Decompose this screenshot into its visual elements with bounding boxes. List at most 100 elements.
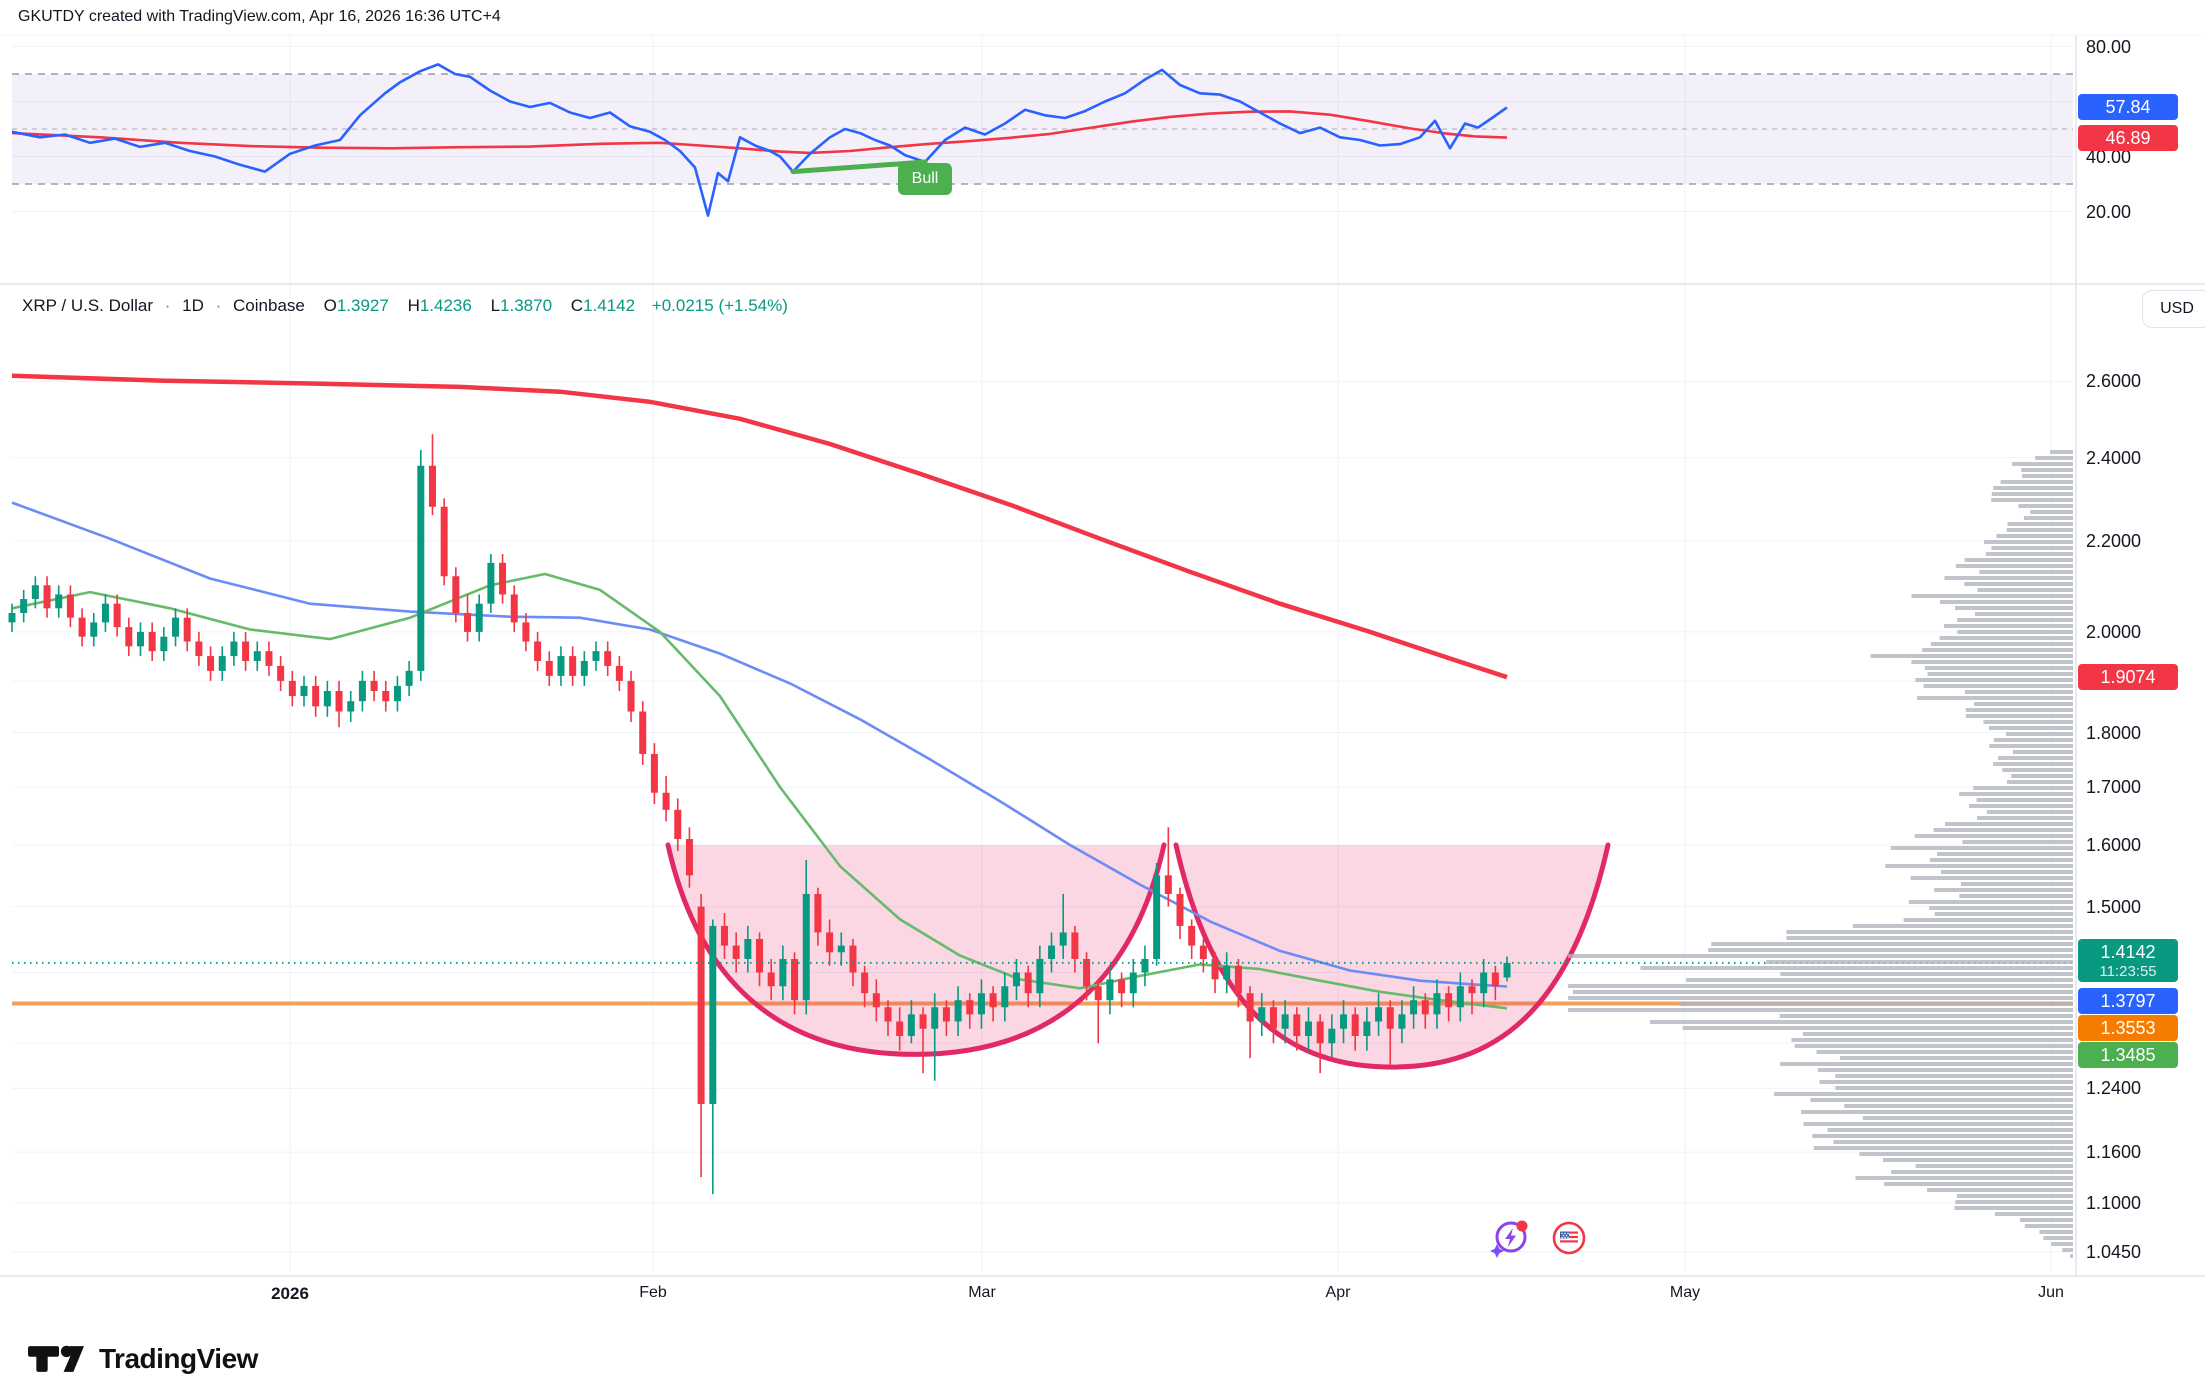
candle-body bbox=[20, 599, 28, 613]
price-value-badge[interactable]: 1.9074 bbox=[2078, 664, 2178, 691]
candle-body bbox=[942, 1007, 950, 1022]
volume-profile-bar bbox=[1903, 918, 2073, 922]
volume-profile-bar bbox=[1859, 1152, 2073, 1156]
volume-profile-bar bbox=[1774, 1092, 2073, 1096]
time-scale-label-feb[interactable]: Feb bbox=[639, 1284, 667, 1301]
candle-body bbox=[90, 622, 98, 637]
rsi-value-badge[interactable]: 57.84 bbox=[2078, 94, 2178, 121]
price-value-badge[interactable]: 1.3485 bbox=[2078, 1041, 2178, 1068]
candle-body bbox=[1223, 965, 1231, 980]
price-value-badge[interactable]: 1.3553 bbox=[2078, 1014, 2178, 1041]
candle-body bbox=[487, 562, 495, 604]
time-scale-label-jun[interactable]: Jun bbox=[2038, 1284, 2064, 1301]
volume-profile-bar bbox=[1794, 1044, 2073, 1048]
volume-profile-bar bbox=[1708, 948, 2073, 952]
candle-body bbox=[1118, 979, 1126, 994]
candle-body bbox=[1129, 972, 1137, 994]
volume-profile-bar bbox=[1988, 726, 2073, 730]
candle-body bbox=[685, 839, 693, 876]
volume-profile-bar bbox=[2006, 780, 2073, 784]
candle-body bbox=[802, 893, 810, 1001]
cup-pattern-outline[interactable] bbox=[665, 842, 1167, 1057]
candle-body bbox=[31, 585, 39, 600]
volume-profile-bar bbox=[2002, 768, 2073, 772]
candle-body bbox=[1036, 958, 1044, 994]
volume-profile-bar bbox=[1802, 1032, 2073, 1036]
volume-profile-bar bbox=[1891, 1170, 2073, 1174]
volume-profile-bar bbox=[1862, 1116, 2073, 1120]
volume-profile-bar bbox=[2024, 1224, 2073, 1228]
candle-body bbox=[288, 680, 296, 697]
open-label: O bbox=[323, 296, 337, 315]
candle-body bbox=[1293, 1014, 1301, 1036]
time-scale-label-apr[interactable]: Apr bbox=[1325, 1284, 1351, 1301]
candle-body bbox=[1199, 945, 1207, 959]
volume-profile-bar bbox=[1839, 1056, 2073, 1060]
candle-body bbox=[183, 617, 191, 642]
volume-profile-bar bbox=[2070, 1254, 2073, 1258]
volume-profile-bar bbox=[1957, 630, 2073, 634]
rsi-value-badge[interactable]: 46.89 bbox=[2078, 124, 2178, 151]
volume-profile-bar bbox=[1640, 966, 2073, 970]
price-value-badge[interactable]: 1.4142 11:23:55 bbox=[2078, 938, 2178, 982]
brand-wordmark: TradingView bbox=[99, 1343, 258, 1374]
volume-profile-bar bbox=[1572, 990, 2073, 994]
volume-profile-bar bbox=[1986, 810, 2073, 814]
candle-body bbox=[1445, 993, 1453, 1008]
symbol-interval[interactable]: 1D bbox=[182, 296, 204, 315]
bull-divergence-badge[interactable]: Bull bbox=[898, 163, 952, 195]
volume-profile-bar bbox=[2018, 504, 2073, 508]
symbol-title[interactable]: XRP / U.S. Dollar bbox=[22, 296, 154, 315]
volume-profile-bar bbox=[1954, 1206, 2073, 1210]
volume-profile-bar bbox=[1812, 1134, 2073, 1138]
volume-profile-bar bbox=[2039, 1230, 2073, 1234]
volume-profile-bar bbox=[1884, 1182, 2073, 1186]
candle-body bbox=[674, 809, 682, 840]
volume-profile-bar bbox=[1890, 846, 2073, 850]
footer-brand[interactable]: TradingView bbox=[25, 1334, 258, 1384]
rsi-ma-line bbox=[11, 110, 1508, 155]
cup-pattern-fill bbox=[668, 844, 1164, 1055]
volume-profile-bar bbox=[2023, 516, 2073, 520]
volume-profile-bar bbox=[1911, 594, 2073, 598]
volume-profile-bar bbox=[1917, 696, 2073, 700]
price-scale-label: 2.2000 bbox=[2086, 530, 2142, 551]
candle-body bbox=[545, 660, 553, 676]
volume-profile-bar bbox=[1817, 1068, 2073, 1072]
price-scale-label: 2.0000 bbox=[2086, 621, 2142, 642]
time-scale-label-mar[interactable]: Mar bbox=[968, 1284, 996, 1301]
volume-profile-bar bbox=[1944, 822, 2073, 826]
candle-body bbox=[347, 701, 355, 712]
candle-body bbox=[662, 792, 670, 810]
volume-profile-bar bbox=[1779, 1014, 2073, 1018]
tradingview-logo-icon bbox=[28, 1345, 84, 1372]
volume-profile-bar bbox=[1568, 954, 2073, 958]
volume-profile-bar bbox=[1930, 642, 2073, 646]
separator-dot: · bbox=[164, 296, 171, 315]
us-economic-event-icon[interactable] bbox=[1552, 1221, 1586, 1255]
candle-body bbox=[977, 993, 985, 1015]
symbol-info-line[interactable]: XRP / U.S. Dollar · 1D · Coinbase O1.392… bbox=[22, 296, 788, 316]
candle-body bbox=[557, 656, 565, 676]
price-scale-label: 1.0450 bbox=[2086, 1241, 2142, 1262]
time-scale-label-may[interactable]: May bbox=[1669, 1284, 1701, 1301]
candle-body bbox=[1386, 1007, 1394, 1029]
candle-body bbox=[78, 617, 86, 637]
volume-profile-bar bbox=[1965, 714, 2073, 718]
volume-profile-bar bbox=[1985, 552, 2073, 556]
candle-body bbox=[907, 1014, 915, 1036]
volume-profile-bar bbox=[1816, 1050, 2073, 1054]
candle-body bbox=[1001, 986, 1009, 1008]
volume-profile-bar bbox=[1844, 1104, 2073, 1108]
candle-body bbox=[1456, 986, 1464, 1008]
volume-profile-bar bbox=[2007, 522, 2073, 526]
currency-toggle-button[interactable]: USD bbox=[2142, 290, 2205, 328]
price-value-badge[interactable]: 1.3797 bbox=[2078, 987, 2178, 1014]
volume-profile-bar bbox=[1975, 612, 2073, 616]
volume-profile-bar bbox=[1991, 498, 2073, 502]
time-scale-label-2026[interactable]: 2026 bbox=[271, 1284, 309, 1303]
candle-body bbox=[1410, 1000, 1418, 1015]
volume-profile-bar bbox=[1568, 1008, 2073, 1012]
news-flash-event-icon[interactable] bbox=[1488, 1216, 1532, 1260]
